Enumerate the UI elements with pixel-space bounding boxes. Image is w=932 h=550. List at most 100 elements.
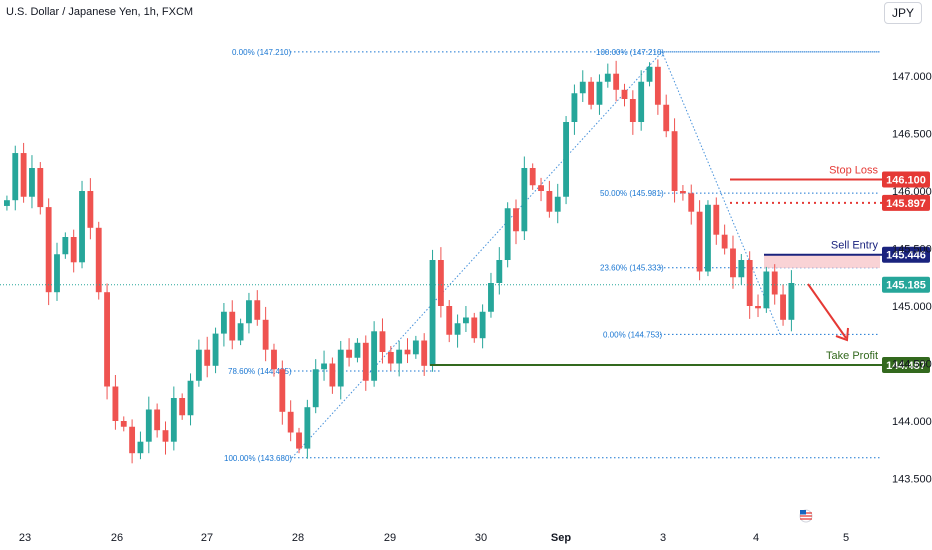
sell-entry-zone — [764, 254, 880, 269]
trade-level-name: Take Profit — [826, 350, 878, 362]
candle — [37, 162, 44, 215]
candle — [755, 294, 761, 318]
candle — [312, 359, 319, 414]
candle — [362, 335, 369, 391]
x-tick-label: 30 — [475, 532, 487, 544]
x-tick-label: 29 — [384, 532, 396, 544]
fib-trendlines — [291, 51, 781, 459]
candle — [613, 60, 620, 102]
trade-level-name: Stop Loss — [829, 165, 878, 177]
currency-button[interactable]: JPY — [884, 2, 922, 24]
candle — [304, 399, 311, 459]
price-tag-label: 145.897 — [886, 198, 926, 210]
fib-levels: 0.00% (147.210) 78.60% (144.435) 100.00% (… — [224, 48, 880, 463]
candle — [95, 221, 102, 300]
candle — [87, 178, 94, 240]
price-tag-label: 144.487 — [886, 360, 926, 372]
price-axis[interactable]: 143.500 144.000 144.500 145.000 145.500 146.0… — [892, 71, 932, 486]
candle — [337, 340, 344, 400]
x-tick-label: Sep — [551, 532, 571, 544]
candle — [229, 300, 236, 350]
candle — [204, 336, 211, 378]
candle — [437, 247, 444, 318]
candle — [538, 177, 544, 202]
x-tick-label: 4 — [753, 532, 759, 544]
candle — [629, 90, 636, 135]
x-tick-label: 5 — [843, 532, 849, 544]
candle — [79, 180, 85, 269]
fib-level-label: 0.00% (147.210) — [232, 48, 291, 57]
candle — [504, 202, 511, 268]
candle — [454, 314, 461, 348]
candle — [563, 116, 569, 205]
candle — [696, 200, 703, 281]
candle — [521, 156, 528, 240]
candle — [588, 77, 595, 110]
fib-level-label: 78.60% (144.435) — [228, 367, 292, 376]
candle — [187, 373, 194, 426]
current-price-tag — [882, 276, 930, 293]
time-axis[interactable]: 23 26 27 28 29 30 Sep 3 4 5 — [19, 532, 849, 544]
candle — [4, 195, 10, 211]
candle — [12, 145, 19, 211]
candle — [262, 306, 269, 362]
y-tick-label: 146.500 — [892, 129, 932, 141]
y-tick-label: 145.000 — [892, 301, 932, 313]
candle — [287, 400, 294, 442]
candle — [112, 375, 119, 430]
candle — [129, 419, 136, 464]
fib-level-label: 100.00% (147.210) — [596, 48, 664, 57]
y-tick-label: 144.000 — [892, 416, 932, 428]
x-tick-label: 26 — [111, 532, 123, 544]
candle — [579, 70, 586, 102]
candle — [179, 393, 186, 420]
candle — [279, 360, 286, 425]
candle — [705, 200, 711, 277]
candle — [70, 229, 77, 273]
candle — [738, 254, 745, 285]
current-price-label: 145.185 — [886, 280, 926, 292]
candle — [154, 403, 161, 438]
candle — [654, 59, 661, 115]
us-flag-icon — [799, 509, 813, 523]
candle — [604, 63, 611, 88]
candle — [713, 197, 720, 245]
candle — [763, 266, 770, 313]
y-tick-label: 147.000 — [892, 71, 932, 83]
candle — [195, 339, 202, 387]
candle — [145, 396, 152, 454]
x-tick-label: 3 — [660, 532, 666, 544]
price-tag-label: 145.446 — [886, 250, 926, 262]
candle — [54, 242, 60, 301]
candle — [412, 335, 419, 359]
chart-title: U.S. Dollar / Japanese Yen, 1h, FXCM — [6, 6, 194, 18]
candle — [387, 346, 394, 371]
forecast-arrow — [807, 283, 849, 342]
candle — [404, 338, 411, 364]
price-tag — [882, 246, 930, 263]
price-tag — [882, 171, 930, 188]
candle — [646, 62, 653, 87]
candle — [554, 183, 561, 224]
candle — [479, 304, 486, 349]
candle — [688, 184, 695, 225]
candle — [780, 284, 786, 326]
candle — [246, 292, 252, 334]
candle — [421, 333, 428, 376]
candle — [488, 272, 494, 318]
candle — [571, 84, 578, 135]
candles — [4, 59, 795, 464]
candle — [104, 283, 110, 400]
candle — [546, 180, 553, 218]
y-tick-label: 144.500 — [892, 359, 932, 371]
candle — [446, 300, 453, 343]
y-tick-label: 146.000 — [892, 186, 932, 198]
y-tick-label: 143.500 — [892, 474, 932, 486]
price-tag — [882, 356, 930, 373]
candle — [730, 235, 736, 289]
candle — [496, 247, 503, 295]
fib-level-label: 50.00% (145.981) — [600, 189, 664, 198]
candle — [513, 199, 519, 245]
x-tick-label: 28 — [292, 532, 304, 544]
